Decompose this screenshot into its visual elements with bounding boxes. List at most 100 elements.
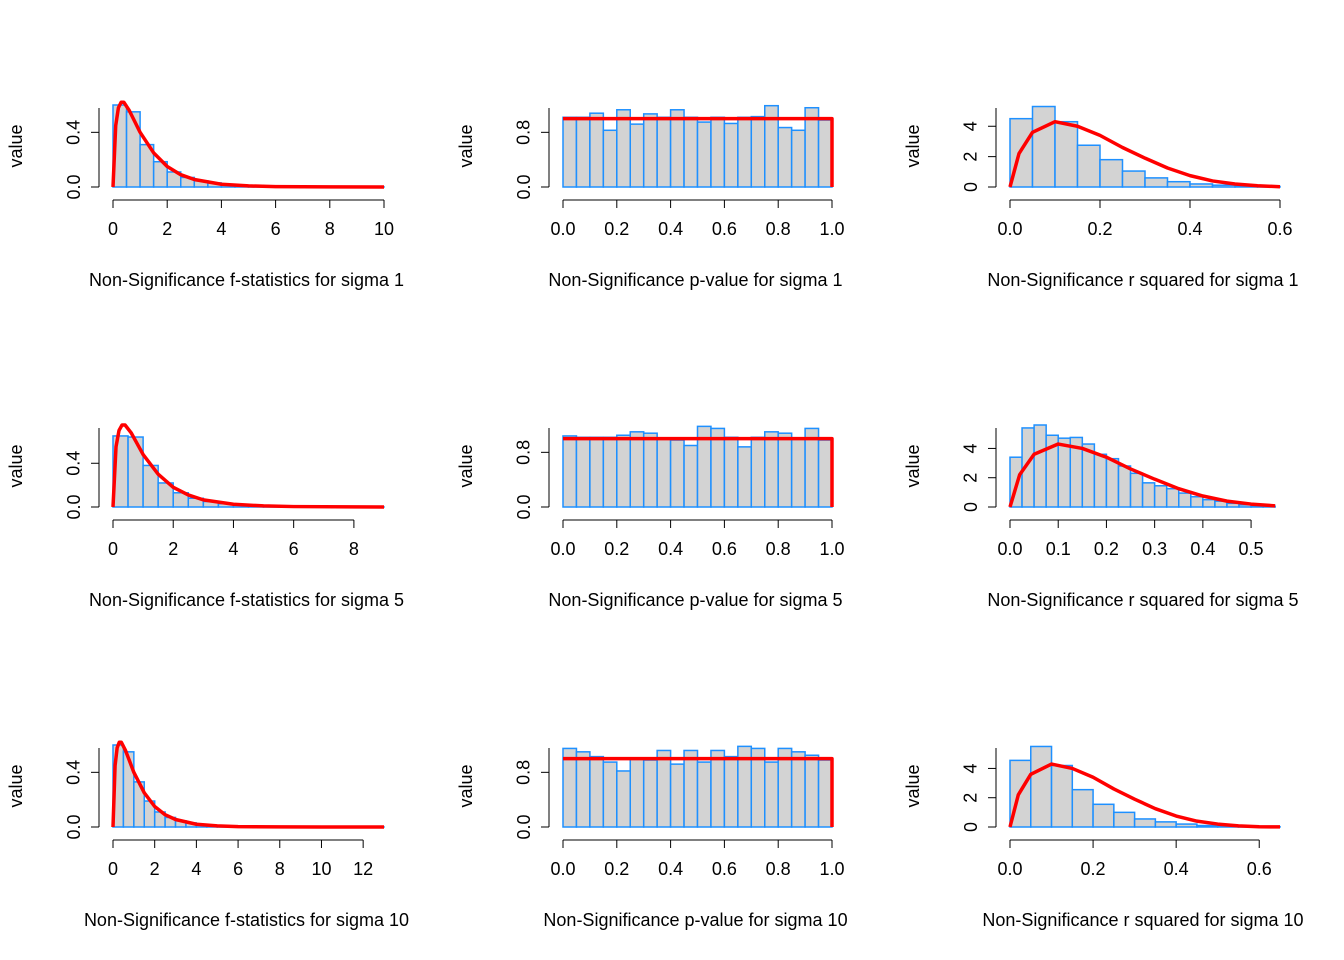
bar [616, 109, 631, 188]
x-tick-label: 0.8 [766, 539, 791, 559]
bar [683, 749, 699, 828]
bar [1050, 764, 1074, 828]
bar [602, 761, 618, 828]
panel: 0.0 0.1 0.2 0.3 0.4 0.5 0 2 4 Non-Significance r … [903, 424, 1299, 610]
bar [764, 431, 779, 508]
x-tick-label: 0.0 [997, 539, 1022, 559]
bar [723, 436, 739, 508]
bar [1154, 821, 1177, 828]
y-axis-label: value [903, 764, 923, 807]
bar [1030, 745, 1053, 828]
bar [1141, 482, 1156, 508]
density-curve [111, 100, 385, 189]
x-tick-label: 0.6 [712, 219, 737, 239]
y-tick-label: 4 [961, 443, 981, 453]
bar [817, 439, 833, 508]
x-tick-label: 0.4 [658, 859, 683, 879]
x-tick-label: 0.2 [604, 539, 629, 559]
x-tick-label: 0.6 [1267, 219, 1292, 239]
panel: 0 2 4 6 8 10 0.0 0.4 Non-Significance f-statisti… [6, 100, 404, 290]
y-axis-label: value [903, 124, 923, 167]
density-curve [563, 436, 834, 507]
bar [723, 122, 739, 188]
bar [642, 432, 658, 508]
bar [1165, 487, 1180, 508]
bar [1196, 824, 1219, 828]
bar [589, 755, 605, 828]
y-axis-label: value [903, 444, 923, 487]
y-tick-label: 0 [961, 182, 981, 192]
bar [656, 749, 672, 828]
y-tick-label: 0.4 [64, 120, 84, 145]
y-tick-label: 4 [961, 763, 981, 773]
bar [1054, 120, 1079, 188]
bar [710, 749, 726, 828]
density-curve [563, 116, 834, 187]
bar [790, 129, 806, 188]
bar [817, 759, 833, 828]
panel: 0 2 4 6 8 0.0 0.4 Non-Significance f-statistics… [6, 423, 404, 610]
x-tick-label: 6 [289, 539, 299, 559]
x-tick-label: 0.2 [604, 219, 629, 239]
bar [1093, 453, 1108, 508]
bar [1175, 823, 1198, 828]
bar [125, 111, 141, 188]
density-curve [111, 423, 385, 509]
y-axis-label: value [456, 444, 476, 487]
y-tick-label: 0.4 [64, 760, 84, 785]
bar [1129, 472, 1144, 508]
bar [589, 112, 605, 188]
x-tick-label: 0.2 [1094, 539, 1119, 559]
x-tick-label: 1.0 [819, 539, 844, 559]
x-tick-label: 1.0 [819, 219, 844, 239]
bar [1076, 144, 1101, 188]
y-tick-label: 0.4 [64, 451, 84, 476]
x-tick-label: 0.4 [1164, 859, 1189, 879]
bar [1031, 105, 1056, 188]
bar [790, 437, 806, 508]
bar [1202, 498, 1216, 508]
x-axis-label: Non-Significance r squared for sigma 1 [987, 270, 1298, 290]
y-axis-label: value [6, 124, 26, 167]
x-axis-label: Non-Significance r squared for sigma 5 [987, 590, 1298, 610]
bar [737, 446, 753, 508]
x-tick-label: 0.4 [658, 539, 683, 559]
bar [737, 116, 753, 188]
x-tick-label: 2 [150, 859, 160, 879]
x-tick-label: 0.0 [997, 219, 1022, 239]
bar [817, 119, 833, 188]
y-tick-label: 0.0 [64, 494, 84, 519]
bar [629, 757, 645, 828]
bar [764, 761, 779, 828]
bar [1144, 177, 1169, 188]
density-curve [563, 756, 834, 827]
x-tick-label: 6 [233, 859, 243, 879]
x-axis-label: Non-Significance r squared for sigma 10 [982, 910, 1303, 930]
bar [1092, 803, 1115, 828]
y-tick-label: 0.0 [514, 494, 534, 519]
bar [1121, 170, 1146, 188]
bar [1211, 184, 1236, 188]
x-axis-label: Non-Significance f-statistics for sigma … [84, 910, 409, 930]
bar [669, 439, 685, 508]
bar [683, 444, 699, 508]
bar [1133, 818, 1157, 828]
x-tick-label: 2 [168, 539, 178, 559]
x-tick-label: 0.6 [712, 859, 737, 879]
bar [616, 770, 631, 828]
panel: 0.0 0.2 0.4 0.6 0.8 1.0 0.0 0.8 Non-Significance… [456, 104, 845, 290]
bar [723, 755, 739, 828]
y-tick-label: 0 [961, 822, 981, 832]
y-tick-label: 0.8 [514, 760, 534, 785]
bar [602, 129, 618, 188]
y-tick-label: 2 [961, 152, 981, 162]
x-tick-label: 1.0 [819, 859, 844, 879]
bar [562, 116, 578, 188]
x-tick-label: 4 [228, 539, 238, 559]
x-tick-label: 2 [162, 219, 172, 239]
density-curve [1008, 119, 1281, 189]
bar [804, 754, 820, 828]
x-axis-label: Non-Significance p-value for sigma 1 [548, 270, 842, 290]
x-tick-label: 0.2 [1081, 859, 1106, 879]
